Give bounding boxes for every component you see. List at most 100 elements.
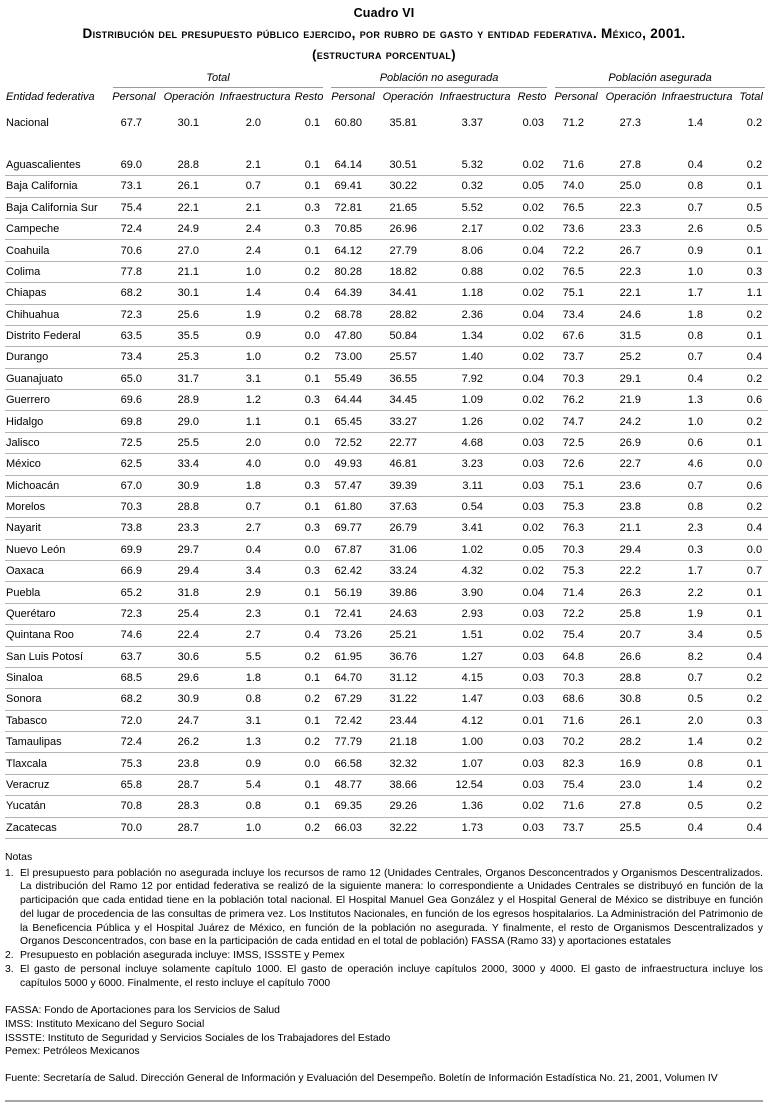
value-cell: 1.0 bbox=[245, 821, 261, 834]
value-cell: 25.2 bbox=[619, 351, 642, 364]
value-cell: 25.21 bbox=[389, 629, 418, 642]
value-cell: 30.51 bbox=[389, 159, 418, 172]
value-cell: 68.6 bbox=[562, 693, 585, 706]
value-cell: 0.9 bbox=[687, 244, 704, 257]
value-cell: 0.88 bbox=[461, 265, 484, 278]
value-cell: 26.1 bbox=[177, 180, 199, 193]
value-cell: 1.7 bbox=[687, 565, 704, 578]
entity-cell: Campeche bbox=[6, 223, 60, 236]
value-cell: 0.02 bbox=[522, 223, 545, 236]
table-row: Hidalgo 69.8 29.0 1.1 0.1 65.45 33.27 1.… bbox=[5, 411, 768, 433]
value-cell: 72.52 bbox=[334, 436, 363, 449]
value-cell: 0.02 bbox=[522, 415, 545, 428]
abbreviation-fassa: FASSA: Fondo de Aportaciones para los Se… bbox=[5, 1005, 280, 1017]
entity-cell: Zacatecas bbox=[6, 821, 57, 834]
value-cell: 28.8 bbox=[177, 159, 199, 172]
value-cell: 1.0 bbox=[687, 265, 704, 278]
value-cell: 72.4 bbox=[120, 223, 142, 236]
entity-cell: Baja California Sur bbox=[6, 201, 98, 214]
value-cell: 72.81 bbox=[334, 201, 363, 214]
value-cell: 0.8 bbox=[245, 800, 261, 813]
value-cell: 4.32 bbox=[461, 565, 484, 578]
value-cell: 25.0 bbox=[619, 180, 642, 193]
value-cell: 0.2 bbox=[304, 693, 321, 706]
value-cell: 28.8 bbox=[619, 672, 642, 685]
value-cell: 0.0 bbox=[746, 543, 763, 556]
value-cell: 0.1 bbox=[746, 607, 763, 620]
value-cell: 70.3 bbox=[120, 501, 142, 514]
value-cell: 0.2 bbox=[304, 736, 321, 749]
value-cell: 0.03 bbox=[522, 436, 545, 449]
value-cell: 0.03 bbox=[522, 607, 545, 620]
value-cell: 22.1 bbox=[619, 287, 642, 300]
value-cell: 0.6 bbox=[746, 479, 763, 492]
value-cell: 77.8 bbox=[120, 265, 142, 278]
value-cell: 4.68 bbox=[461, 436, 484, 449]
value-cell: 74.7 bbox=[562, 415, 585, 428]
value-cell: 65.2 bbox=[120, 586, 142, 599]
entity-cell: Nuevo León bbox=[6, 543, 66, 556]
value-cell: 0.3 bbox=[746, 265, 763, 278]
value-cell: 47.80 bbox=[334, 330, 363, 343]
value-cell: 0.8 bbox=[245, 693, 261, 706]
value-cell: 62.42 bbox=[334, 565, 363, 578]
value-cell: 27.0 bbox=[177, 244, 199, 257]
value-cell: 0.04 bbox=[522, 308, 545, 321]
value-cell: 1.00 bbox=[461, 736, 484, 749]
page-title: Distribución del presupuesto público eje… bbox=[82, 26, 686, 41]
value-cell: 0.7 bbox=[687, 479, 704, 492]
value-cell: 69.0 bbox=[120, 159, 142, 172]
value-cell: 36.55 bbox=[389, 372, 418, 385]
value-cell: 29.4 bbox=[177, 565, 199, 578]
value-cell: 16.9 bbox=[619, 757, 642, 770]
value-cell: 74.6 bbox=[120, 629, 142, 642]
entity-cell: Sonora bbox=[6, 693, 42, 706]
value-cell: 76.2 bbox=[562, 394, 585, 407]
value-cell: 0.32 bbox=[461, 180, 484, 193]
value-cell: 26.79 bbox=[389, 522, 418, 535]
value-cell: 3.11 bbox=[462, 479, 484, 492]
value-cell: 76.5 bbox=[562, 201, 585, 214]
value-cell: 25.57 bbox=[389, 351, 418, 364]
value-cell: 1.3 bbox=[245, 736, 261, 749]
value-cell: 55.49 bbox=[334, 372, 363, 385]
entity-cell: Chiapas bbox=[6, 287, 47, 300]
value-cell: 0.1 bbox=[304, 244, 321, 257]
value-cell: 21.18 bbox=[389, 736, 418, 749]
value-cell: 1.02 bbox=[461, 543, 484, 556]
entity-cell: Tamaulipas bbox=[6, 736, 62, 749]
value-cell: 68.78 bbox=[334, 308, 363, 321]
value-cell: 0.02 bbox=[522, 287, 545, 300]
value-cell: 2.0 bbox=[687, 714, 704, 727]
value-cell: 0.1 bbox=[746, 180, 763, 193]
value-cell: 5.32 bbox=[461, 159, 484, 172]
value-cell: 73.00 bbox=[334, 351, 363, 364]
table-row: Morelos 70.3 28.8 0.7 0.1 61.80 37.63 0.… bbox=[5, 496, 768, 518]
value-cell: 25.8 bbox=[619, 607, 642, 620]
value-cell: 68.2 bbox=[120, 693, 142, 706]
value-cell: 23.8 bbox=[619, 501, 642, 514]
value-cell: 76.3 bbox=[562, 522, 585, 535]
value-cell: 8.2 bbox=[687, 650, 704, 663]
col-header-aseg-operacion: Operación bbox=[605, 90, 657, 103]
value-cell: 76.5 bbox=[562, 265, 585, 278]
value-cell: 70.0 bbox=[120, 821, 142, 834]
table-row: Sinaloa 68.5 29.6 1.8 0.1 64.70 31.12 4.… bbox=[5, 667, 768, 689]
col-header-noaseg-personal: Personal bbox=[331, 90, 375, 103]
page-subtitle: (estructura porcentual) bbox=[312, 46, 456, 62]
value-cell: 23.6 bbox=[619, 479, 642, 492]
value-cell: 64.8 bbox=[562, 650, 585, 663]
value-cell: 0.02 bbox=[522, 522, 545, 535]
value-cell: 24.63 bbox=[389, 607, 418, 620]
value-cell: 0.3 bbox=[304, 201, 321, 214]
value-cell: 72.2 bbox=[562, 607, 585, 620]
value-cell: 0.04 bbox=[522, 372, 545, 385]
value-cell: 0.7 bbox=[245, 180, 261, 193]
value-cell: 72.5 bbox=[120, 436, 142, 449]
table-row: Yucatán 70.8 28.3 0.8 0.1 69.35 29.26 1.… bbox=[5, 796, 768, 818]
value-cell: 5.4 bbox=[245, 778, 261, 791]
value-cell: 28.7 bbox=[177, 821, 199, 834]
value-cell: 31.22 bbox=[389, 693, 418, 706]
value-cell: 0.04 bbox=[522, 244, 545, 257]
